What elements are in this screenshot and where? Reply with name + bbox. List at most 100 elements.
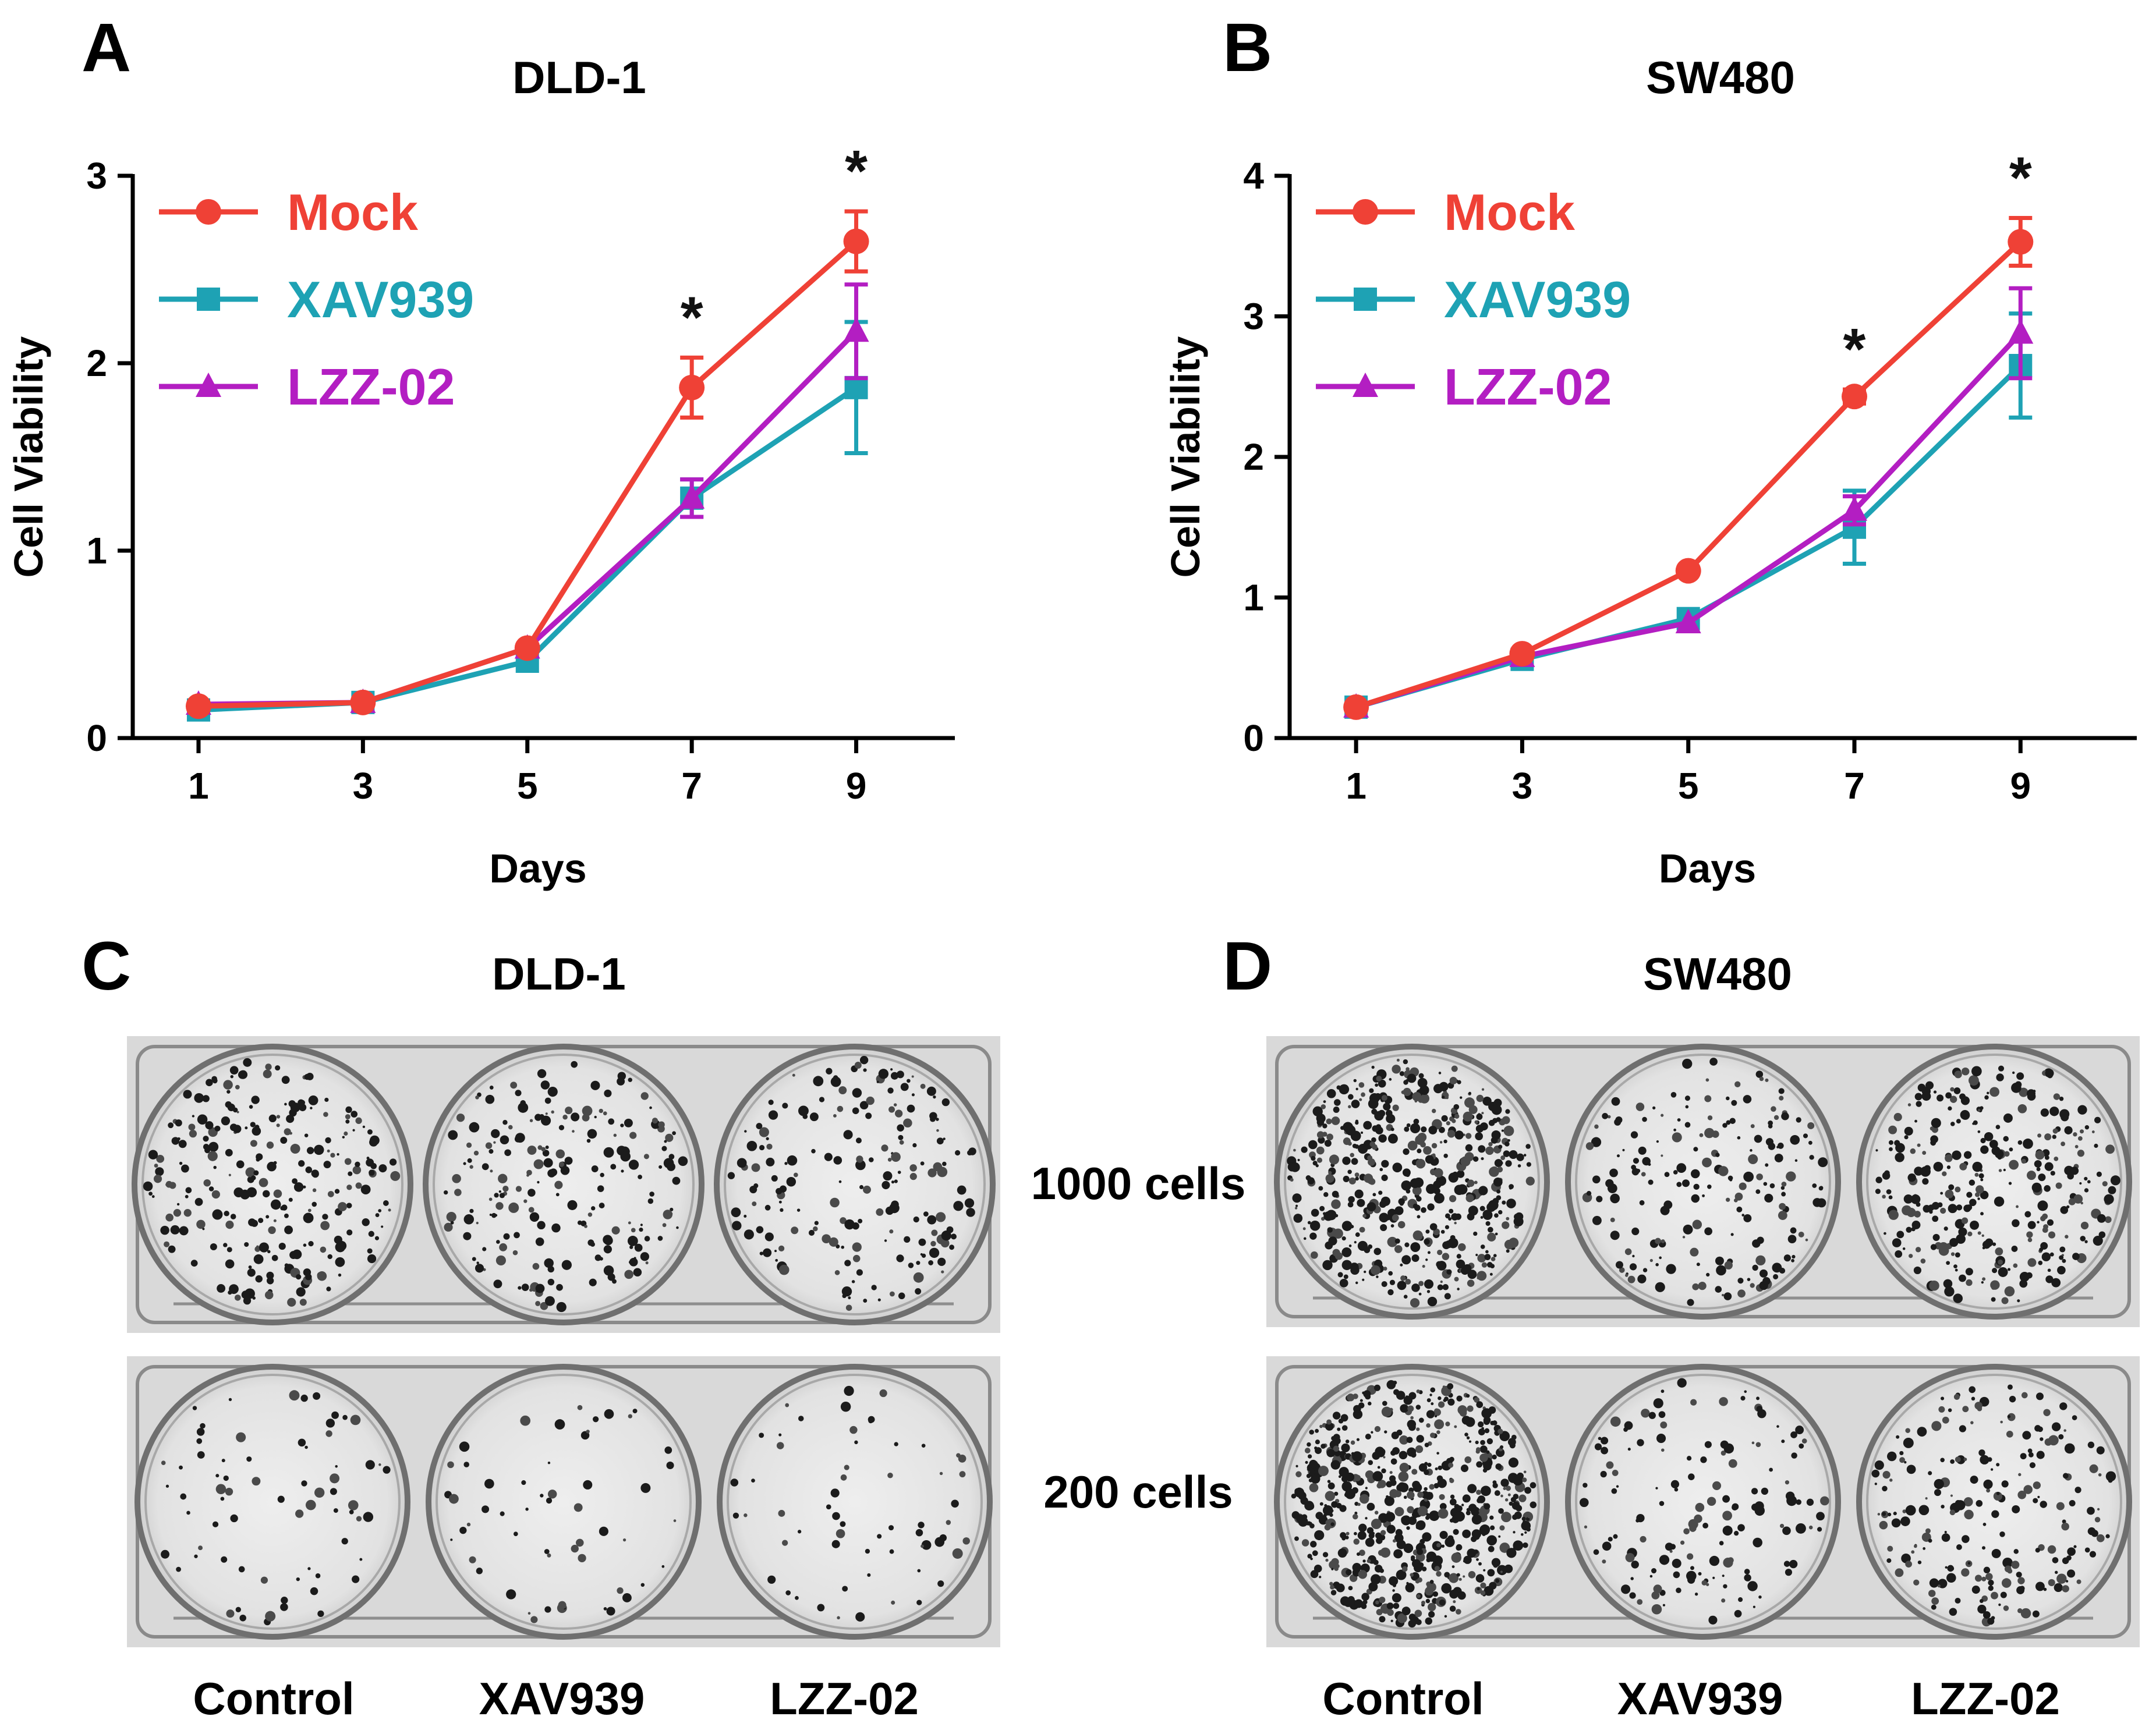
- colony-dot: [1442, 1385, 1446, 1388]
- colony-dot: [1357, 1531, 1366, 1540]
- colony-dot: [2004, 1565, 2012, 1573]
- colony-dot: [643, 1154, 649, 1159]
- colony-dot: [528, 1612, 531, 1615]
- colony-dot: [893, 1103, 897, 1107]
- colony-dot: [2060, 1206, 2069, 1214]
- colony-dot: [1350, 1440, 1355, 1445]
- plate-dld1-1000-well-rim: [433, 1054, 695, 1315]
- colony-dot: [1404, 1126, 1410, 1132]
- colony-dot: [1609, 1168, 1618, 1178]
- colony-dot: [1500, 1494, 1503, 1498]
- colony-dot: [2040, 1437, 2044, 1441]
- colony-dot: [1478, 1113, 1481, 1116]
- colony-dot: [311, 1201, 317, 1207]
- colony-dot: [2003, 1168, 2006, 1172]
- colony-dot: [2049, 1252, 2054, 1257]
- colony-dot: [2033, 1498, 2038, 1503]
- colony-dot: [1638, 1146, 1647, 1155]
- colony-dot: [1712, 1576, 1715, 1579]
- colony-dot: [2004, 1286, 2015, 1297]
- colony-dot: [537, 1069, 547, 1079]
- colony-dot: [2087, 1180, 2091, 1184]
- colony-dot: [1347, 1169, 1352, 1174]
- colony-dot: [1915, 1247, 1921, 1253]
- colony-dot: [954, 1150, 961, 1156]
- colony-dot: [1428, 1611, 1435, 1618]
- colony-dot: [1764, 1193, 1773, 1203]
- chart-a-legend-marker-lzz02: [196, 373, 221, 397]
- colony-dot: [1783, 1254, 1791, 1262]
- colony-dot: [1602, 1112, 1609, 1119]
- colony-dot: [473, 1150, 479, 1156]
- colony-dot: [1995, 1247, 2003, 1256]
- colony-dot: [791, 1226, 799, 1235]
- colony-dot: [1691, 1169, 1700, 1179]
- colony-dot: [1364, 1595, 1366, 1598]
- colony-dot: [378, 1164, 387, 1173]
- colony-dot: [1464, 1456, 1472, 1463]
- colony-dot: [337, 1240, 347, 1251]
- colony-dot: [1642, 1116, 1647, 1122]
- colony-dot: [378, 1209, 382, 1212]
- colony-dot: [1382, 1400, 1387, 1406]
- colony-dot: [649, 1192, 654, 1197]
- colony-dot: [661, 1146, 667, 1151]
- colony-dot: [2052, 1128, 2058, 1134]
- colony-dot: [1336, 1583, 1345, 1593]
- colony-dot: [1956, 1204, 1963, 1211]
- colony-dot: [225, 1148, 233, 1157]
- colony-dot: [1778, 1088, 1785, 1094]
- colony-dot: [1502, 1221, 1510, 1229]
- colony-dot: [1374, 1426, 1381, 1432]
- colony-dot: [1320, 1104, 1326, 1109]
- colony-dot: [1408, 1619, 1416, 1628]
- colony-dot: [1408, 1614, 1416, 1621]
- colony-dot: [1412, 1186, 1422, 1196]
- colony-dot: [1427, 1251, 1431, 1254]
- colony-dot: [324, 1097, 329, 1102]
- colony-dot: [1471, 1514, 1482, 1525]
- colony-dot: [1466, 1436, 1470, 1439]
- chart-b-legend-marker-mock: [1353, 199, 1378, 225]
- colony-dot: [1500, 1478, 1509, 1487]
- colony-dot: [1399, 1483, 1409, 1492]
- colony-dot: [1315, 1439, 1320, 1445]
- colony-dot: [306, 1073, 314, 1080]
- colony-dot: [1403, 1295, 1408, 1299]
- colony-dot: [375, 1213, 380, 1218]
- colony-dot: [305, 1499, 316, 1510]
- colony-dot: [243, 1296, 252, 1305]
- colony-dot: [1497, 1428, 1503, 1434]
- colony-dot: [936, 1137, 944, 1145]
- colony-dot: [731, 1207, 741, 1218]
- colony-dot: [1921, 1091, 1931, 1101]
- colony-dot: [664, 1446, 672, 1454]
- colony-dot: [2009, 1159, 2019, 1170]
- colony-dot: [362, 1125, 366, 1129]
- colony-dot: [153, 1175, 162, 1183]
- colony-dot: [1947, 1565, 1954, 1572]
- colony-dot: [266, 1277, 274, 1285]
- chart-b-x-axis-title: Days: [1659, 846, 1756, 891]
- colony-dot: [1360, 1399, 1363, 1402]
- colony-dot: [628, 1414, 632, 1419]
- colony-dot: [1298, 1516, 1308, 1527]
- colony-dot: [1812, 1183, 1817, 1188]
- colony-dot: [1485, 1146, 1494, 1155]
- colony-dot: [2067, 1569, 2076, 1578]
- colony-dot: [1955, 1268, 1958, 1272]
- colony-dot: [1970, 1421, 1974, 1424]
- colony-dot: [194, 1093, 204, 1103]
- chart-b-point-mock: [1343, 694, 1369, 720]
- colony-dot: [865, 1548, 870, 1554]
- colony-dot: [1315, 1428, 1319, 1433]
- colony-dot: [1700, 1456, 1707, 1463]
- colony-dot: [859, 1101, 869, 1110]
- colony-dot: [1485, 1221, 1491, 1226]
- colony-dot: [644, 1236, 650, 1242]
- colony-dot: [2011, 1246, 2018, 1252]
- colony-dot: [1763, 1182, 1768, 1186]
- colony-dot: [1513, 1494, 1519, 1499]
- colony-dot: [1424, 1462, 1428, 1466]
